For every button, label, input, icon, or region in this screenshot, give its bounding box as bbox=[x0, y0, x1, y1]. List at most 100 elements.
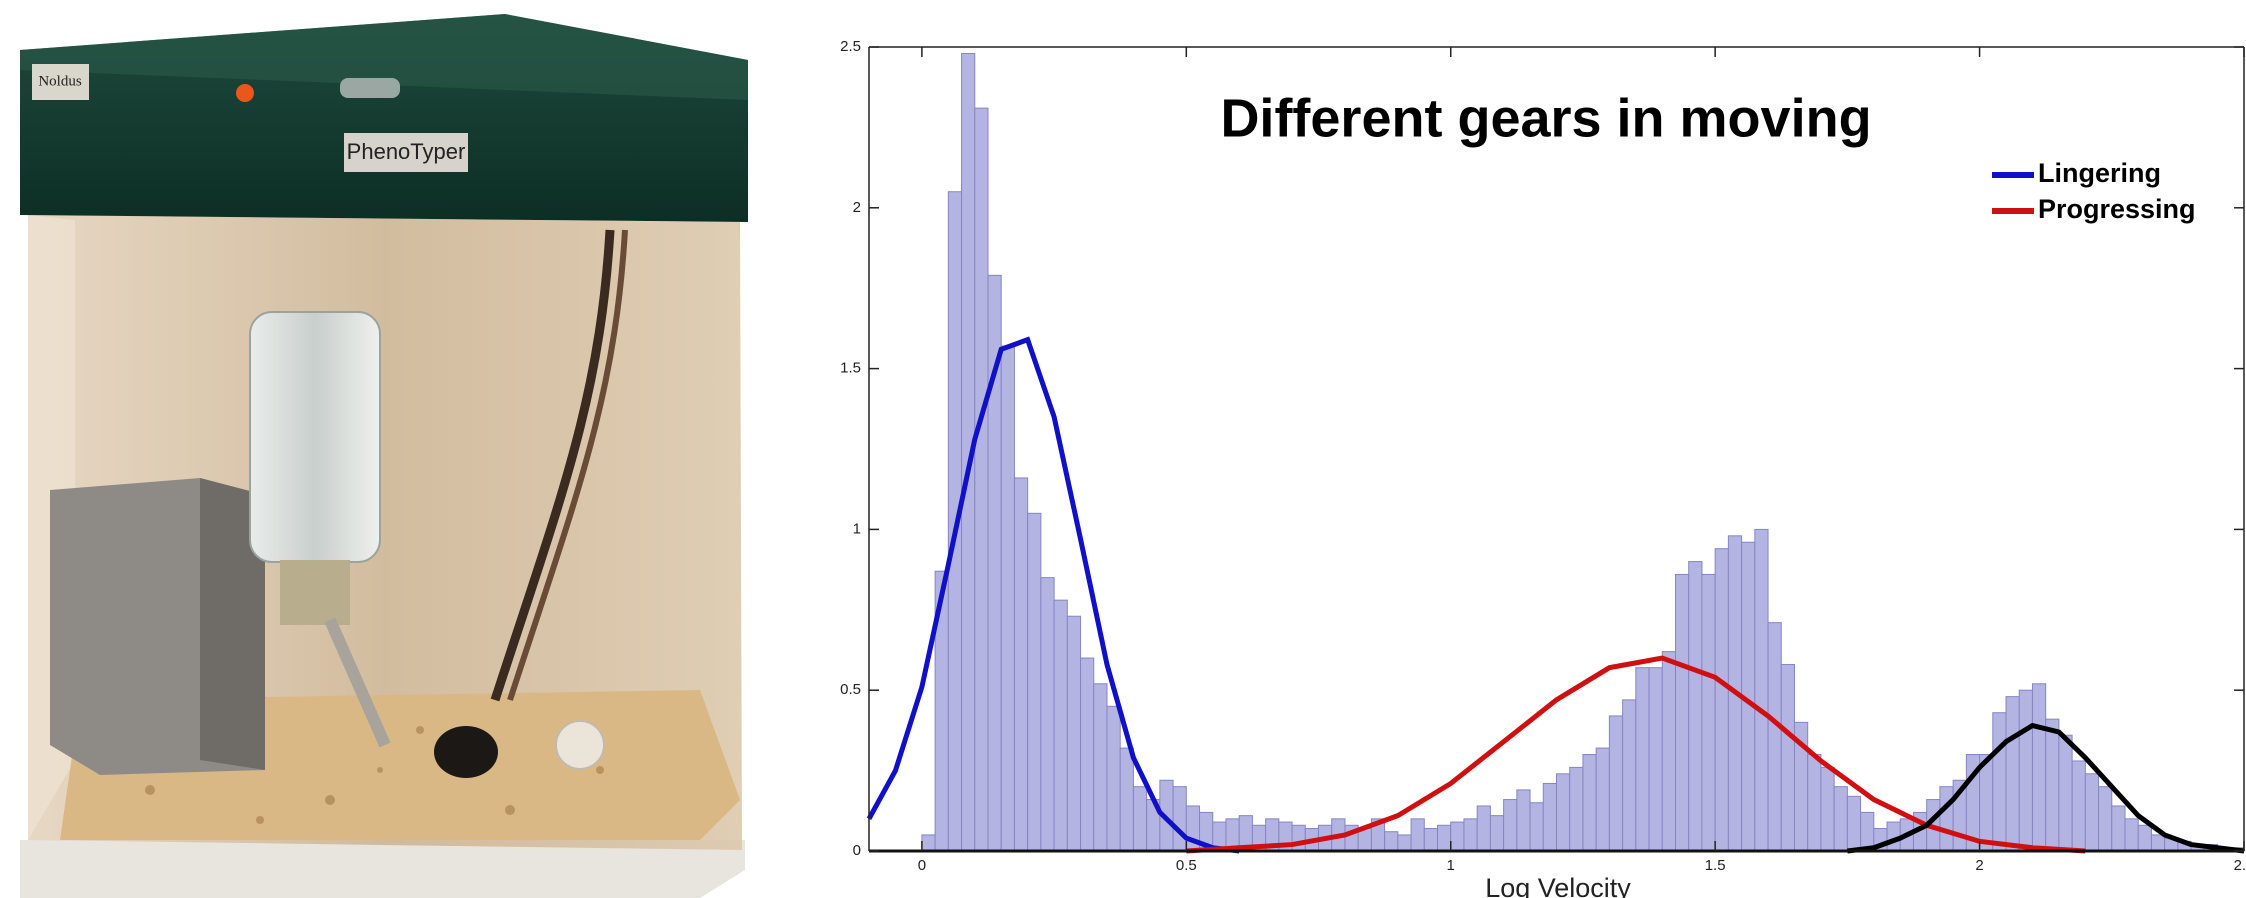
histogram-bar bbox=[2031, 683, 2047, 852]
connector bbox=[340, 78, 400, 98]
histogram-bar bbox=[1754, 528, 1769, 852]
histogram-bar bbox=[1013, 477, 1029, 852]
cable bbox=[507, 229, 628, 701]
histogram-bar bbox=[1119, 747, 1134, 852]
histogram-bar bbox=[1397, 834, 1412, 852]
histogram-bar bbox=[1688, 561, 1703, 852]
cage-photo: Noldus PhenoTyper bbox=[0, 0, 770, 898]
histogram-bar bbox=[1423, 827, 1439, 852]
x-tick-label: 2 bbox=[1975, 857, 1983, 874]
histogram-bar bbox=[1846, 795, 1862, 852]
histogram-bar bbox=[1939, 786, 1954, 852]
histogram-bar bbox=[1833, 786, 1848, 852]
histogram-bar bbox=[1410, 818, 1425, 852]
x-axis-label: Log Velocity bbox=[1485, 873, 1631, 898]
histogram-bar bbox=[1714, 548, 1729, 852]
plot-area bbox=[866, 52, 2245, 854]
histogram-bar bbox=[1106, 705, 1121, 852]
y-tick-label: 0.5 bbox=[840, 681, 861, 698]
histogram-bar bbox=[1569, 766, 1584, 852]
x-tick-label: 0 bbox=[918, 857, 926, 874]
histogram-bar bbox=[1648, 667, 1663, 852]
histogram-bar bbox=[1635, 667, 1650, 852]
histogram-bar bbox=[1529, 802, 1544, 852]
mouse bbox=[434, 726, 498, 778]
histogram-bar bbox=[2045, 718, 2060, 852]
histogram-bar bbox=[1780, 663, 1795, 852]
histogram-bar bbox=[1701, 573, 1716, 852]
histogram-bar bbox=[2071, 760, 2086, 852]
y-tick-label: 2.5 bbox=[840, 38, 861, 55]
bottle-spout bbox=[324, 617, 391, 748]
histogram-bar bbox=[1463, 818, 1478, 852]
histogram-bar bbox=[2150, 834, 2166, 852]
histogram-bar bbox=[1291, 824, 1306, 852]
histogram-bar bbox=[1767, 622, 1782, 852]
y-tick-label: 1 bbox=[853, 520, 861, 537]
histogram-bar bbox=[1027, 512, 1042, 852]
cage-base bbox=[20, 840, 745, 898]
chart-title: Different gears in moving bbox=[1220, 88, 1871, 148]
histogram-bar bbox=[1040, 577, 1055, 852]
product-label: PhenoTyper bbox=[347, 139, 466, 164]
histogram-bar bbox=[1476, 805, 1491, 852]
histogram-bar bbox=[1807, 754, 1822, 852]
histogram-bar bbox=[1093, 683, 1108, 852]
histogram-bar bbox=[2005, 696, 2020, 852]
fit-curve bbox=[1186, 655, 2086, 854]
y-tick-label: 2 bbox=[853, 199, 861, 216]
lid-top bbox=[20, 14, 748, 100]
y-tick-label: 0 bbox=[853, 842, 861, 859]
histogram-bar bbox=[1516, 789, 1531, 852]
histogram-bar bbox=[1979, 754, 1994, 852]
bottle-cap bbox=[280, 560, 350, 625]
histogram-bar bbox=[1992, 712, 2007, 852]
wheel bbox=[555, 720, 605, 770]
histogram-bar bbox=[1595, 747, 1610, 852]
histogram-bar bbox=[974, 107, 989, 852]
histogram-bar bbox=[1860, 811, 1875, 852]
x-tick-label: 1.5 bbox=[1705, 857, 1726, 874]
histogram-bar bbox=[1437, 824, 1452, 852]
legend-label: Progressing bbox=[2038, 194, 2196, 224]
histogram-bar bbox=[1608, 715, 1624, 852]
brand-label: Noldus bbox=[38, 73, 82, 89]
histogram-bar bbox=[1820, 766, 1835, 852]
histogram-bar bbox=[1450, 821, 1465, 852]
water-bottle bbox=[249, 311, 381, 563]
product-plate bbox=[344, 133, 468, 172]
histogram-bar bbox=[2098, 786, 2113, 852]
histogram-bar bbox=[1582, 754, 1597, 852]
feeder-side bbox=[200, 478, 265, 770]
histogram-bar bbox=[1674, 573, 1690, 852]
histogram-bar bbox=[2084, 773, 2100, 852]
histogram-bar bbox=[2058, 734, 2073, 852]
histogram-bar bbox=[1622, 699, 1637, 852]
histogram-bar bbox=[1000, 345, 1015, 852]
fit-curve bbox=[866, 336, 1240, 854]
x-tick-label: 1 bbox=[1447, 857, 1455, 874]
histogram-bar bbox=[2111, 805, 2126, 852]
fit-curve bbox=[1847, 722, 2245, 854]
histogram-bar bbox=[2137, 824, 2152, 852]
chart: Different gears in moving Log Velocity 0… bbox=[840, 38, 2246, 898]
histogram-bar bbox=[1489, 815, 1505, 852]
brand-plate bbox=[32, 64, 89, 100]
y-tick-label: 1.5 bbox=[840, 360, 861, 377]
histogram-bar bbox=[1066, 615, 1082, 852]
legend-label: Lingering bbox=[2038, 158, 2161, 188]
x-tick-label: 2.5 bbox=[2234, 857, 2246, 874]
histogram-bar bbox=[1556, 773, 1571, 852]
histogram-bar bbox=[1661, 651, 1676, 852]
x-tick-label: 0.5 bbox=[1176, 857, 1197, 874]
cable bbox=[490, 229, 615, 702]
histogram-bar bbox=[1053, 599, 1068, 852]
histogram-bar bbox=[921, 834, 936, 852]
histogram-bar bbox=[2124, 818, 2139, 852]
histogram-bar bbox=[1080, 657, 1095, 852]
indicator-light bbox=[236, 84, 254, 102]
histogram-bar bbox=[1172, 786, 1187, 852]
histogram-bar bbox=[1542, 782, 1557, 852]
